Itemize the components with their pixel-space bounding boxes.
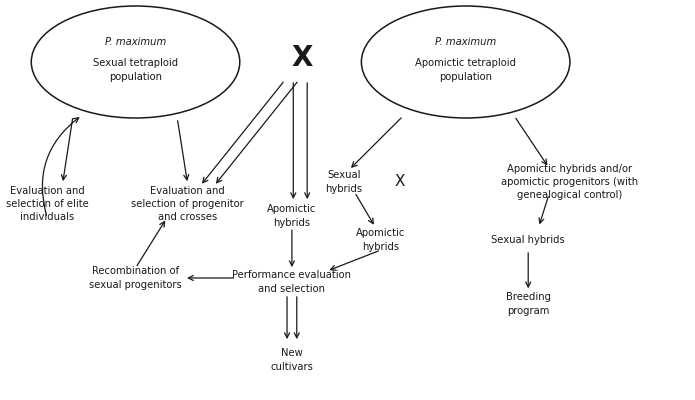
Text: Recombination of
sexual progenitors: Recombination of sexual progenitors bbox=[89, 266, 182, 290]
Text: Performance evaluation
and selection: Performance evaluation and selection bbox=[232, 270, 352, 294]
Text: Sexual tetraploid
population: Sexual tetraploid population bbox=[93, 58, 178, 82]
Text: Sexual
hybrids: Sexual hybrids bbox=[325, 170, 363, 194]
Text: X: X bbox=[394, 174, 405, 190]
Text: Sexual hybrids: Sexual hybrids bbox=[491, 235, 565, 245]
Text: New
cultivars: New cultivars bbox=[270, 348, 313, 372]
Text: Apomictic
hybrids: Apomictic hybrids bbox=[356, 228, 406, 252]
Text: X: X bbox=[292, 44, 313, 72]
Text: Breeding
program: Breeding program bbox=[506, 292, 550, 316]
Text: P. maximum: P. maximum bbox=[105, 37, 166, 47]
Text: Evaluation and
selection of elite
individuals: Evaluation and selection of elite indivi… bbox=[6, 186, 89, 222]
Text: Evaluation and
selection of progenitor
and crosses: Evaluation and selection of progenitor a… bbox=[131, 186, 244, 222]
Text: Apomictic
hybrids: Apomictic hybrids bbox=[267, 204, 317, 228]
Text: Apomictic tetraploid
population: Apomictic tetraploid population bbox=[415, 58, 516, 82]
Text: Apomictic hybrids and/or
apomictic progenitors (with
genealogical control): Apomictic hybrids and/or apomictic proge… bbox=[501, 164, 639, 200]
Text: P. maximum: P. maximum bbox=[435, 37, 496, 47]
